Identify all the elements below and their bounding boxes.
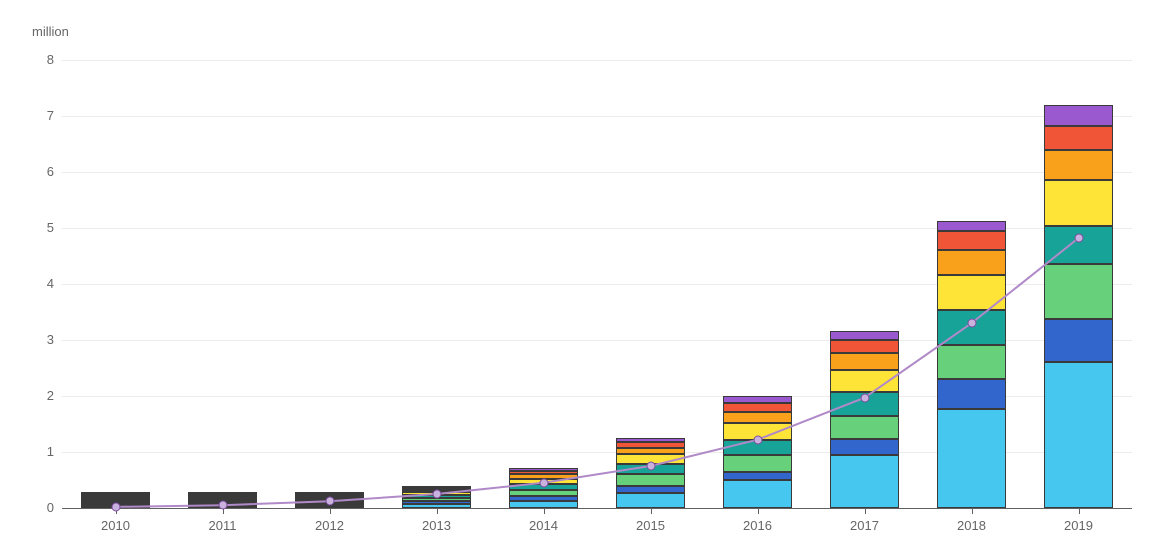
- line-marker: [539, 478, 548, 487]
- x-tick-mark: [330, 508, 331, 514]
- bar-segment: [937, 250, 1007, 275]
- y-tick-label: 3: [24, 332, 54, 347]
- x-tick-label: 2012: [315, 518, 344, 533]
- x-tick-label: 2011: [209, 518, 237, 533]
- y-tick-label: 0: [24, 500, 54, 515]
- y-tick-label: 6: [24, 164, 54, 179]
- bar-segment: [937, 409, 1007, 508]
- y-tick-label: 2: [24, 388, 54, 403]
- bar-segment: [616, 486, 686, 494]
- bar-segment: [937, 379, 1007, 409]
- x-tick-mark: [1079, 508, 1080, 514]
- bar-segment: [1044, 150, 1114, 181]
- x-tick-label: 2019: [1064, 518, 1093, 533]
- bar-segment: [509, 501, 579, 508]
- bar-segment: [830, 353, 900, 370]
- x-tick-label: 2016: [743, 518, 772, 533]
- line-marker: [753, 435, 762, 444]
- bar-segment: [723, 472, 793, 480]
- bar-segment: [830, 439, 900, 455]
- x-tick-mark: [972, 508, 973, 514]
- line-marker: [325, 497, 334, 506]
- bar-segment: [1044, 126, 1114, 150]
- x-tick-mark: [865, 508, 866, 514]
- line-marker: [218, 501, 227, 510]
- bar-segment: [1044, 105, 1114, 126]
- line-marker: [1074, 234, 1083, 243]
- x-tick-label: 2013: [422, 518, 451, 533]
- bar-segment: [1044, 264, 1114, 319]
- y-tick-label: 1: [24, 444, 54, 459]
- line-marker: [111, 502, 120, 511]
- bar-segment: [830, 331, 900, 341]
- bar-segment: [937, 345, 1007, 380]
- x-tick-label: 2015: [636, 518, 665, 533]
- y-tick-label: 7: [24, 108, 54, 123]
- bar-segment: [723, 455, 793, 472]
- line-marker: [967, 319, 976, 328]
- line-marker: [432, 490, 441, 499]
- bar-segment: [616, 493, 686, 508]
- y-tick-label: 5: [24, 220, 54, 235]
- x-tick-label: 2017: [850, 518, 879, 533]
- bar-segment: [937, 231, 1007, 249]
- x-tick-label: 2018: [957, 518, 986, 533]
- stacked-bar-chart: million 0 1 2 3 4 5 6 7 8 2010 2011 2012 2013 2014 201…: [0, 0, 1154, 553]
- bar-segment: [509, 490, 579, 497]
- x-tick-mark: [544, 508, 545, 514]
- bar-2016: [723, 396, 793, 508]
- bar-2018: [937, 221, 1007, 508]
- bar-segment: [1044, 362, 1114, 508]
- y-tick-label: 8: [24, 52, 54, 67]
- gridline: [62, 60, 1132, 61]
- gridline: [62, 172, 1132, 173]
- bar-segment: [937, 221, 1007, 231]
- bar-segment: [723, 396, 793, 403]
- line-marker: [646, 462, 655, 471]
- bar-segment: [723, 412, 793, 423]
- bar-segment: [830, 455, 900, 508]
- bar-segment: [830, 416, 900, 440]
- bar-segment: [830, 340, 900, 353]
- bar-2015: [616, 438, 686, 509]
- y-axis-title: million: [32, 24, 69, 39]
- bar-2019: [1044, 105, 1114, 508]
- x-tick-mark: [437, 508, 438, 514]
- bar-segment: [723, 403, 793, 412]
- line-marker: [860, 393, 869, 402]
- bar-segment: [616, 474, 686, 485]
- x-tick-label: 2010: [101, 518, 130, 533]
- bar-segment: [1044, 180, 1114, 226]
- bar-segment: [1044, 226, 1114, 264]
- x-tick-label: 2014: [529, 518, 558, 533]
- y-tick-label: 4: [24, 276, 54, 291]
- bar-segment: [830, 370, 900, 392]
- bar-2017: [830, 331, 900, 508]
- gridline: [62, 116, 1132, 117]
- bar-2014: [509, 468, 579, 508]
- bar-segment: [1044, 319, 1114, 362]
- bar-segment: [723, 480, 793, 508]
- bar-segment: [616, 448, 686, 455]
- x-tick-mark: [651, 508, 652, 514]
- x-tick-mark: [758, 508, 759, 514]
- bar-segment: [937, 275, 1007, 310]
